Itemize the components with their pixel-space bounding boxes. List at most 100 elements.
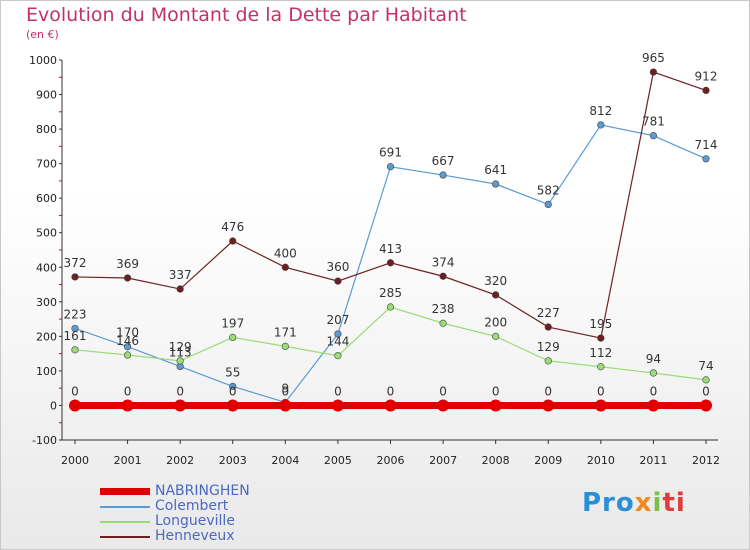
y-tick-label: 900 [36, 89, 57, 102]
data-point [71, 324, 79, 333]
series-longueville [71, 303, 710, 384]
data-label: 170 [116, 326, 139, 340]
data-point [544, 200, 552, 208]
data-point [544, 357, 552, 365]
y-tick-label: -100 [32, 434, 57, 447]
data-point [702, 86, 710, 94]
data-point [597, 363, 605, 371]
data-point [647, 399, 660, 412]
data-point [386, 163, 395, 171]
x-tick-label: 2006 [377, 454, 405, 467]
data-point [174, 399, 187, 412]
data-point [439, 319, 447, 327]
data-point [597, 334, 605, 342]
data-point [386, 259, 395, 267]
data-label: 320 [484, 274, 507, 288]
y-tick-label: 500 [36, 227, 57, 240]
data-point [594, 399, 607, 412]
data-label: 360 [326, 260, 349, 274]
data-point [334, 352, 342, 360]
data-label: 400 [274, 246, 297, 260]
data-point [597, 121, 605, 129]
data-label: 129 [169, 340, 192, 354]
data-label: 161 [64, 329, 87, 343]
data-label: 223 [64, 307, 87, 321]
data-label: 94 [646, 352, 661, 366]
data-point [176, 285, 184, 293]
y-tick-label: 100 [36, 365, 57, 378]
x-tick-label: 2011 [639, 454, 667, 467]
data-point [331, 399, 344, 412]
chart-subtitle: (en €) [26, 28, 59, 41]
y-tick-label: 700 [36, 158, 57, 171]
data-label: 0 [282, 384, 290, 398]
data-label: 781 [642, 115, 665, 129]
data-label: 285 [379, 286, 402, 300]
data-point [279, 399, 292, 412]
x-tick-label: 2002 [166, 454, 194, 467]
x-tick-label: 2000 [61, 454, 89, 467]
x-tick-label: 2003 [219, 454, 247, 467]
data-point [229, 333, 237, 342]
data-label: 113 [169, 345, 192, 359]
data-label: 144 [326, 335, 349, 349]
data-point [489, 399, 502, 412]
data-point [69, 399, 81, 412]
data-point [384, 399, 397, 412]
data-point [229, 382, 237, 391]
data-label: 238 [432, 302, 455, 316]
data-point [176, 357, 184, 365]
data-label: 0 [650, 384, 658, 398]
data-label: 369 [116, 257, 139, 271]
data-point [71, 273, 79, 281]
legend-swatch [100, 521, 150, 523]
data-label: 55 [225, 365, 240, 379]
x-tick-label: 2010 [587, 454, 615, 467]
x-tick-label: 2001 [114, 454, 142, 467]
data-point [386, 303, 395, 311]
x-tick-label: 2007 [429, 454, 457, 467]
data-label: 912 [695, 69, 718, 83]
x-tick-label: 2004 [271, 454, 299, 467]
data-point [702, 376, 710, 384]
data-label: 129 [537, 340, 560, 354]
x-tick-label: 2012 [692, 454, 720, 467]
data-label: 582 [537, 183, 560, 197]
data-point [542, 399, 555, 412]
data-label: 195 [589, 317, 612, 331]
data-label: 0 [334, 384, 342, 398]
data-label: 691 [379, 146, 402, 160]
y-tick-label: 400 [36, 261, 57, 274]
legend-label: Longueville [155, 513, 235, 529]
y-tick-label: 600 [36, 192, 57, 205]
data-label: 0 [492, 384, 500, 398]
data-label: 197 [221, 316, 244, 330]
data-point [334, 330, 342, 338]
data-point [123, 274, 132, 282]
data-point [439, 171, 447, 179]
data-point [492, 291, 500, 299]
data-label: 0 [439, 384, 447, 398]
data-point [700, 399, 712, 412]
legend-label: Henneveux [155, 528, 235, 544]
data-label: 667 [432, 154, 455, 168]
data-point [226, 399, 239, 412]
data-label: 207 [326, 313, 349, 327]
data-point [649, 68, 658, 76]
data-point [544, 323, 552, 331]
data-point [334, 277, 342, 285]
data-point [123, 343, 132, 351]
data-label: 413 [379, 242, 402, 256]
legend-swatch [100, 536, 150, 538]
data-label: 200 [484, 315, 507, 329]
legend-swatch [100, 488, 150, 495]
y-tick-label: 800 [36, 123, 57, 136]
data-label: 112 [589, 346, 612, 360]
data-label: 374 [432, 255, 455, 269]
data-label: 0 [387, 384, 395, 398]
data-point [492, 332, 500, 340]
proxiti-logo: Proxiti [582, 488, 686, 518]
legend-label: NABRINGHEN [155, 483, 250, 499]
